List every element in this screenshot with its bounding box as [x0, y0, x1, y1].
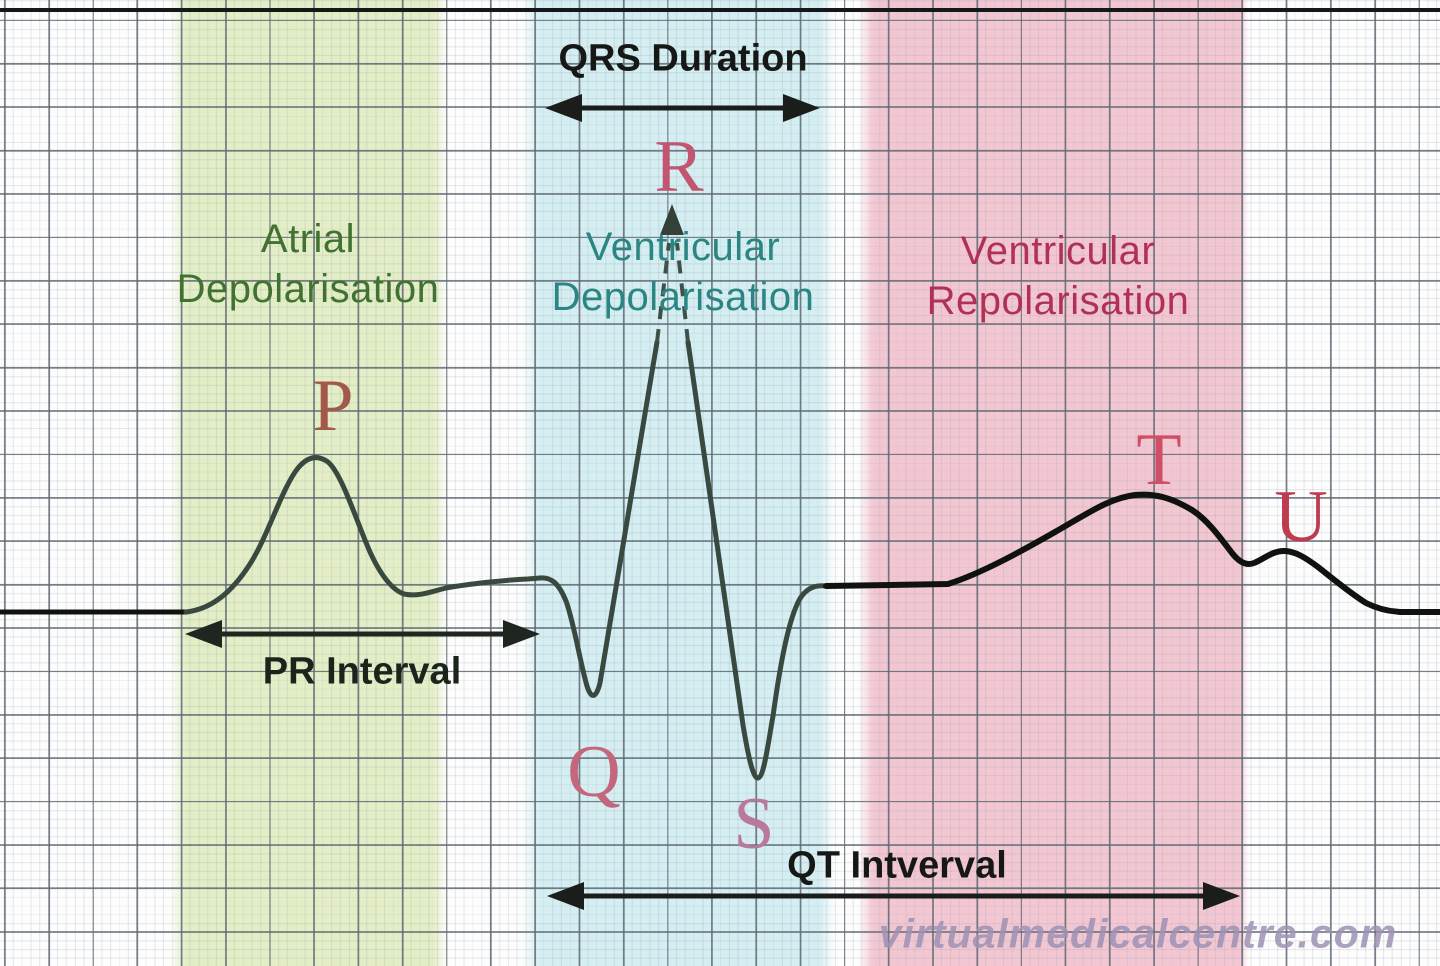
ventricular-depolarisation-label-line1: Ventricular [585, 225, 781, 269]
s-wave-label: S [733, 783, 775, 865]
atrial-depolarisation-label-line2: Depolarisation [176, 267, 440, 311]
pr-interval-label: PR Interval [262, 650, 462, 693]
p-wave-label: P [312, 365, 354, 447]
q-wave-label: Q [567, 731, 621, 813]
r-wave-label: R [654, 126, 704, 208]
ventricular-depolarisation-label: Ventricular Depolarisation [552, 222, 815, 322]
qrs-duration-label: QRS Duration [558, 37, 808, 80]
watermark-text: virtualmedicalcentre.com [878, 910, 1398, 957]
ventricular-depolarisation-label-line2: Depolarisation [551, 275, 815, 319]
ventricular-repolarisation-label-line1: Ventricular [960, 229, 1156, 273]
atrial-depolarisation-label: Atrial Depolarisation [177, 214, 440, 314]
u-wave-label: U [1274, 476, 1328, 558]
ventricular-repolarisation-label-line2: Repolarisation [926, 279, 1190, 323]
t-wave-label: T [1136, 419, 1182, 501]
atrial-depolarisation-label-line1: Atrial [260, 217, 356, 261]
ventricular-repolarisation-label: Ventricular Repolarisation [927, 226, 1190, 326]
qt-interval-label: QT Intverval [787, 844, 1007, 887]
top-border-line [0, 8, 1440, 12]
